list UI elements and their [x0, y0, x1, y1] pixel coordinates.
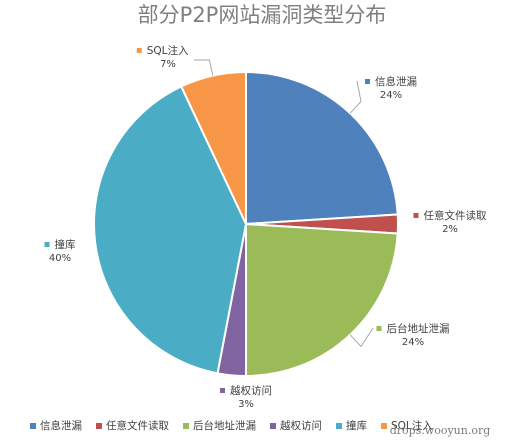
- data-label-6: SQL注入 7%: [136, 44, 189, 70]
- legend-label-1: 信息泄漏: [40, 419, 82, 432]
- legend-item-5: 撞库: [336, 419, 367, 432]
- data-label-percent-3: 24%: [402, 337, 424, 348]
- slice-1: [245, 70, 399, 226]
- data-label-swatch-5: [44, 242, 50, 247]
- data-label-3: 后台地址泄漏 24%: [376, 322, 450, 348]
- slice-6: [179, 70, 247, 225]
- legend-item-6: SQL注入: [381, 419, 433, 432]
- slice-3: [245, 222, 399, 378]
- data-label-name-3: 后台地址泄漏: [387, 322, 450, 335]
- legend-swatch-2: [96, 423, 102, 429]
- legend-swatch-3: [183, 423, 189, 429]
- data-label-2: 任意文件读取 2%: [413, 209, 487, 235]
- data-label-1: 信息泄漏 24%: [365, 75, 417, 101]
- data-labels: 信息泄漏 24% 任意文件读取 2% 后台地址泄漏 24% 越权访问 3% 撞库 40% SQL注入…: [44, 44, 487, 410]
- watermark: drops.wooyun.org: [390, 424, 491, 437]
- pie-slices: [93, 70, 399, 378]
- data-label-swatch-3: [376, 326, 382, 331]
- data-label-4: 越权访问 3%: [220, 384, 272, 410]
- data-label-swatch-2: [413, 213, 419, 218]
- data-label-percent-2: 2%: [442, 224, 458, 235]
- data-label-name-2: 任意文件读取: [424, 209, 487, 222]
- slice-5: [93, 85, 248, 375]
- leader-line-3: [349, 327, 374, 348]
- legend-swatch-6: [381, 423, 387, 429]
- legend-label-4: 越权访问: [280, 419, 322, 432]
- data-label-percent-1: 24%: [380, 90, 402, 101]
- legend-swatch-5: [336, 423, 342, 429]
- legend-label-2: 任意文件读取: [106, 419, 169, 432]
- data-label-name-5: 撞库: [55, 238, 76, 251]
- data-label-swatch-4: [220, 388, 225, 393]
- legend-item-3: 后台地址泄漏: [183, 419, 256, 432]
- data-label-percent-6: 7%: [160, 59, 176, 70]
- legend-label-3: 后台地址泄漏: [193, 419, 256, 432]
- data-label-percent-4: 3%: [238, 399, 254, 410]
- data-label-percent-5: 40%: [49, 253, 71, 264]
- legend-label-6: SQL注入: [391, 419, 433, 432]
- leader-line-6: [194, 59, 214, 76]
- data-label-name-6: SQL注入: [147, 44, 189, 57]
- data-label-swatch-1: [365, 79, 370, 84]
- legend: 信息泄漏 任意文件读取 后台地址泄漏 越权访问 撞库 SQL注入: [30, 419, 433, 432]
- legend-item-4: 越权访问: [270, 419, 322, 432]
- data-label-swatch-6: [136, 48, 142, 53]
- chart-title: 部分P2P网站漏洞类型分布: [138, 3, 387, 27]
- legend-item-1: 信息泄漏: [30, 419, 82, 432]
- data-label-name-4: 越权访问: [230, 384, 272, 397]
- legend-label-5: 撞库: [346, 419, 367, 432]
- leader-line-1: [349, 80, 362, 114]
- leader-lines: [194, 59, 374, 348]
- data-label-name-1: 信息泄漏: [375, 75, 417, 88]
- legend-item-2: 任意文件读取: [96, 419, 169, 432]
- legend-swatch-4: [270, 423, 276, 429]
- legend-swatch-1: [30, 423, 36, 429]
- data-label-5: 撞库 40%: [44, 238, 76, 264]
